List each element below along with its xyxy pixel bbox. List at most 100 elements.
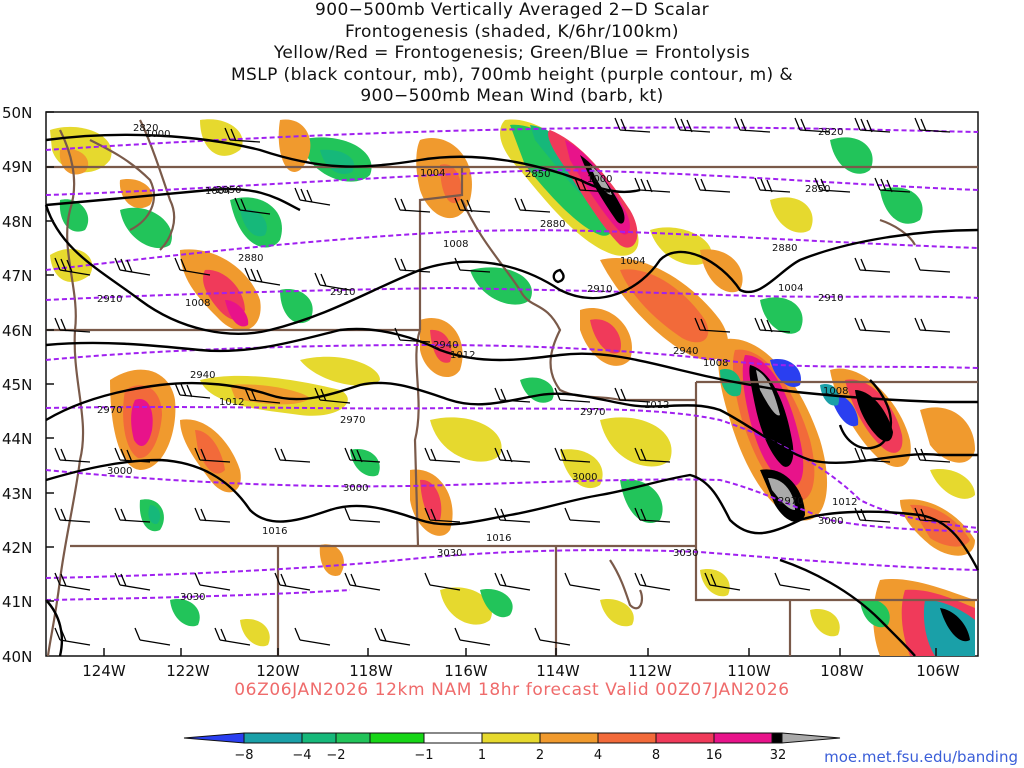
svg-text:3030: 3030 bbox=[180, 592, 205, 603]
colorbar-labels: −8 −4 −2 −1 1 2 4 8 16 32 bbox=[234, 748, 786, 763]
svg-text:2970: 2970 bbox=[580, 407, 605, 418]
title-line-4: MSLP (black contour, mb), 700mb height (… bbox=[230, 64, 794, 85]
svg-text:1004: 1004 bbox=[205, 186, 230, 197]
svg-text:1000: 1000 bbox=[145, 129, 170, 140]
svg-text:2910: 2910 bbox=[587, 284, 612, 295]
svg-text:1004: 1004 bbox=[620, 256, 645, 267]
svg-text:2910: 2910 bbox=[97, 294, 122, 305]
svg-text:2880: 2880 bbox=[540, 219, 565, 230]
svg-text:2910: 2910 bbox=[818, 293, 843, 304]
svg-text:49N: 49N bbox=[2, 158, 32, 176]
svg-text:1004: 1004 bbox=[778, 283, 803, 294]
svg-text:3000: 3000 bbox=[107, 466, 132, 477]
title-line-3: Yellow/Red = Frontogenesis; Green/Blue =… bbox=[273, 43, 751, 63]
svg-text:2850: 2850 bbox=[805, 184, 830, 195]
title-line-1: 900−500mb Vertically Averaged 2−D Scalar bbox=[315, 0, 709, 20]
svg-text:1004: 1004 bbox=[420, 168, 445, 179]
svg-text:2970: 2970 bbox=[340, 415, 365, 426]
svg-text:2970: 2970 bbox=[97, 405, 122, 416]
svg-text:3030: 3030 bbox=[437, 548, 462, 559]
svg-text:47N: 47N bbox=[2, 267, 32, 285]
svg-text:1016: 1016 bbox=[486, 533, 511, 544]
mslp-contours bbox=[44, 133, 980, 657]
svg-text:45N: 45N bbox=[2, 376, 32, 394]
svg-text:−1: −1 bbox=[414, 748, 433, 763]
svg-text:120W: 120W bbox=[256, 662, 300, 680]
svg-text:2940: 2940 bbox=[673, 346, 698, 357]
svg-text:2820: 2820 bbox=[133, 123, 158, 134]
svg-text:1: 1 bbox=[478, 748, 486, 763]
colorbar-bin bbox=[423, 732, 483, 744]
svg-text:50N: 50N bbox=[2, 104, 32, 122]
frontogenesis-shading bbox=[50, 119, 975, 656]
svg-text:42N: 42N bbox=[2, 539, 32, 557]
svg-text:46N: 46N bbox=[2, 322, 32, 340]
wind-barbs bbox=[54, 117, 951, 646]
svg-text:2970: 2970 bbox=[778, 496, 803, 507]
svg-text:122W: 122W bbox=[166, 662, 210, 680]
svg-text:2910: 2910 bbox=[330, 287, 355, 298]
svg-text:32: 32 bbox=[770, 748, 787, 763]
svg-text:−2: −2 bbox=[326, 748, 345, 763]
svg-text:4: 4 bbox=[594, 748, 602, 763]
colorbar-bin bbox=[369, 732, 425, 744]
svg-text:116W: 116W bbox=[444, 662, 488, 680]
svg-text:2880: 2880 bbox=[772, 243, 797, 254]
contour-labels: 1000 1004 1004 1000 1004 1004 1008 1008 … bbox=[97, 123, 857, 603]
svg-text:1008: 1008 bbox=[185, 298, 210, 309]
svg-text:2850: 2850 bbox=[216, 185, 241, 196]
svg-text:2940: 2940 bbox=[190, 370, 215, 381]
svg-text:1012: 1012 bbox=[219, 397, 244, 408]
svg-text:1008: 1008 bbox=[443, 239, 468, 250]
svg-text:110W: 110W bbox=[727, 662, 771, 680]
colorbar bbox=[183, 732, 841, 744]
svg-text:112W: 112W bbox=[628, 662, 672, 680]
longitude-labels: 124W 122W 120W 118W 116W 114W 112W 110W … bbox=[82, 662, 960, 680]
svg-text:44N: 44N bbox=[2, 430, 32, 448]
title-line-2: Frontogenesis (shaded, K/6hr/100km) bbox=[345, 21, 679, 42]
svg-text:8: 8 bbox=[652, 748, 660, 763]
colorbar-bin bbox=[481, 732, 541, 744]
svg-text:1016: 1016 bbox=[262, 526, 287, 537]
colorbar-high-arrow bbox=[781, 732, 841, 744]
svg-text:1008: 1008 bbox=[823, 386, 848, 397]
svg-text:124W: 124W bbox=[82, 662, 126, 680]
svg-text:114W: 114W bbox=[536, 662, 580, 680]
svg-text:108W: 108W bbox=[820, 662, 864, 680]
title-line-5: 900−500mb Mean Wind (barb, kt) bbox=[360, 86, 664, 106]
svg-text:3000: 3000 bbox=[572, 472, 597, 483]
svg-text:1008: 1008 bbox=[703, 358, 728, 369]
source-credit-link[interactable]: moe.met.fsu.edu/banding bbox=[824, 748, 1018, 766]
colorbar-bin bbox=[655, 732, 715, 744]
svg-text:2850: 2850 bbox=[525, 169, 550, 180]
colorbar-bin bbox=[243, 732, 303, 744]
svg-text:1000: 1000 bbox=[587, 174, 612, 185]
svg-text:3000: 3000 bbox=[343, 483, 368, 494]
svg-text:48N: 48N bbox=[2, 213, 32, 231]
colorbar-bin bbox=[597, 732, 657, 744]
map-title: 900−500mb Vertically Averaged 2−D Scalar… bbox=[0, 0, 1024, 108]
svg-text:1012: 1012 bbox=[832, 497, 857, 508]
colorbar-bin bbox=[301, 732, 337, 744]
svg-text:2880: 2880 bbox=[238, 253, 263, 264]
svg-text:−4: −4 bbox=[292, 748, 311, 763]
svg-text:1012: 1012 bbox=[450, 350, 475, 361]
svg-text:3030: 3030 bbox=[673, 548, 698, 559]
svg-text:1012: 1012 bbox=[644, 400, 669, 411]
svg-text:2820: 2820 bbox=[818, 127, 843, 138]
colorbar-low-arrow bbox=[183, 732, 245, 744]
svg-text:3000: 3000 bbox=[818, 516, 843, 527]
colorbar-bin bbox=[713, 732, 773, 744]
svg-text:2: 2 bbox=[536, 748, 544, 763]
forecast-valid-time: 06Z06JAN2026 12km NAM 18hr forecast Vali… bbox=[234, 680, 790, 700]
svg-text:43N: 43N bbox=[2, 485, 32, 503]
svg-text:106W: 106W bbox=[916, 662, 960, 680]
colorbar-bin bbox=[539, 732, 599, 744]
svg-text:2940: 2940 bbox=[433, 340, 458, 351]
svg-text:−8: −8 bbox=[234, 748, 253, 763]
colorbar-bin bbox=[771, 732, 783, 744]
svg-text:40N: 40N bbox=[2, 648, 32, 666]
latitude-ticks bbox=[46, 111, 937, 656]
latitude-labels: 50N 49N 48N 47N 46N 45N 44N 43N 42N 41N … bbox=[2, 104, 32, 666]
